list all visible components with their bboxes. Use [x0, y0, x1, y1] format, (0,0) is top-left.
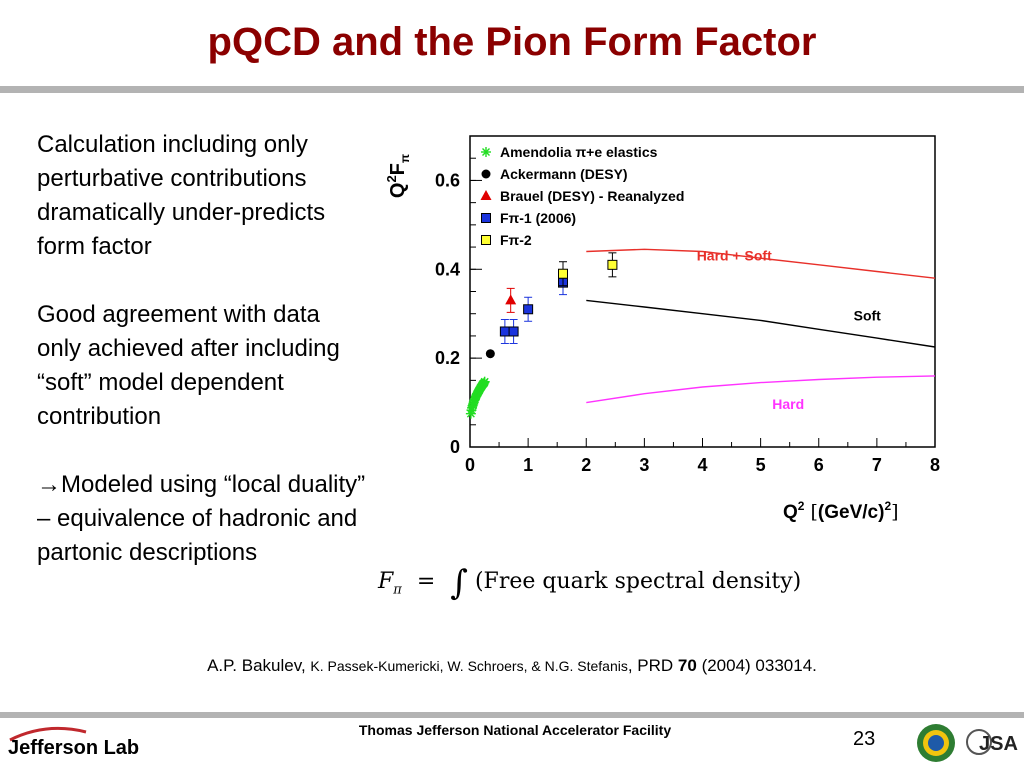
x-tick-label: 6 [814, 455, 824, 475]
jefferson-lab-logo: Jefferson Lab [8, 726, 139, 759]
x-tick-label: 4 [697, 455, 707, 475]
svg-text:Jefferson Lab: Jefferson Lab [8, 737, 139, 759]
data-point-square [558, 268, 568, 279]
x-tick-label: 1 [523, 455, 533, 475]
integral-sign: ∫ [450, 563, 468, 603]
legend-marker [481, 147, 491, 157]
x-tick-label: 7 [872, 455, 882, 475]
y-tick-label: 0.4 [435, 259, 460, 279]
formula: Fπ = ∫ (Free quark spectral density) [378, 563, 802, 603]
plot-frame [469, 135, 936, 448]
y-tick-label: 0.6 [435, 170, 460, 190]
curve-soft [586, 299, 936, 348]
slide-title: pQCD and the Pion Form Factor [207, 20, 817, 64]
data-point-star [479, 376, 490, 387]
x-tick-label: 8 [930, 455, 940, 475]
form-factor-chart: 0 1 2 3 4 5 6 7 8 0 0.2 0.4 0.6 Hard + Soft Soft Hard Q… [384, 135, 940, 523]
chart-legend: Amendolia π+e elastics Ackermann (DESY) Br… [480, 144, 684, 248]
legend-label: Amendolia π+e elastics [500, 144, 658, 160]
arrow-icon: → [37, 471, 61, 498]
data-point-square [499, 326, 510, 337]
legend-marker [480, 190, 492, 200]
curve-hard-soft [586, 248, 936, 279]
x-axis-label: Q2 [(GeV/c)2] [783, 499, 899, 523]
data-point-square [508, 326, 519, 337]
curve-label: Hard + Soft [697, 247, 772, 263]
x-tick-label: 2 [581, 455, 591, 475]
footer-divider [0, 712, 1024, 718]
plot-layer: 0 1 2 3 4 5 6 7 8 0 0.2 0.4 0.6 Hard + Soft Soft Hard [435, 157, 940, 475]
data-point-circle [485, 349, 495, 359]
curve-label: Hard [772, 396, 804, 412]
legend-marker [481, 213, 491, 223]
data-point-square [607, 259, 618, 270]
title-divider [0, 86, 1024, 93]
curve-hard [586, 375, 936, 404]
paragraph-3: →Modeled using “local duality” – equival… [37, 471, 366, 566]
facility-name: Thomas Jefferson National Accelerator Fa… [358, 722, 672, 738]
legend-marker [481, 235, 491, 245]
legend-label: Fπ-1 (2006) [500, 210, 576, 226]
svg-text:JSA: JSA [979, 733, 1018, 755]
y-tick-label: 0 [450, 437, 460, 457]
doe-seal-logo [917, 724, 955, 762]
bullet-text-block: Calculation including only perturbative … [37, 128, 367, 604]
data-point-triangle [505, 294, 517, 305]
legend-label: Fπ-2 [500, 232, 532, 248]
x-tick-label: 5 [756, 455, 766, 475]
jsa-logo: JSA [966, 729, 1018, 755]
paragraph-2: Good agreement with data only achieved a… [37, 301, 340, 430]
page-number: 23 [853, 728, 876, 750]
y-tick-label: 0.2 [435, 348, 460, 368]
x-tick-label: 3 [639, 455, 649, 475]
y-axis-label: Q2Fπ [384, 154, 412, 198]
legend-label: Ackermann (DESY) [500, 166, 628, 182]
citation: A.P. Bakulev, K. Passek-Kumericki, W. Sc… [207, 656, 817, 675]
paragraph-1: Calculation including only perturbative … [37, 131, 326, 260]
x-tick-label: 0 [465, 455, 475, 475]
data-point-square [523, 304, 534, 315]
curve-label: Soft [854, 307, 882, 323]
legend-label: Brauel (DESY) - Reanalyzed [500, 188, 684, 204]
legend-marker [481, 169, 491, 179]
